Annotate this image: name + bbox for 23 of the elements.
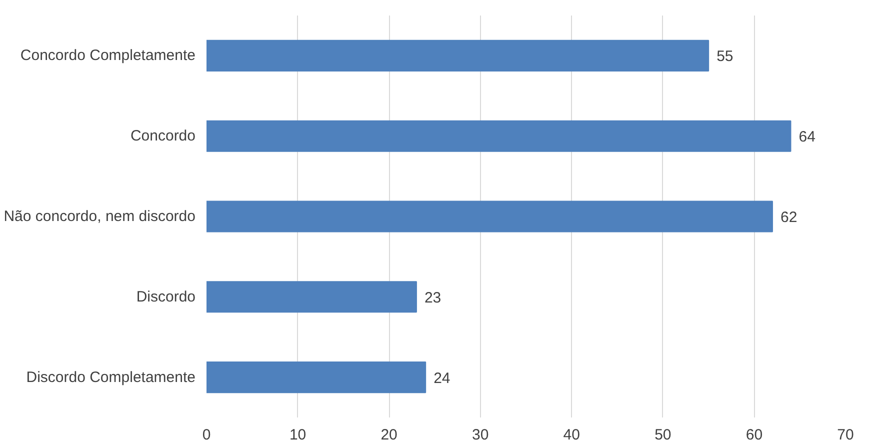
data-label: 62 <box>780 209 798 226</box>
y-tick-label: Concordo <box>130 128 196 145</box>
bar <box>206 281 417 313</box>
data-label: 64 <box>798 128 816 146</box>
y-tick-label: Concordo Completamente <box>20 47 196 64</box>
data-label: 55 <box>716 48 734 66</box>
data-label: 23 <box>424 289 442 306</box>
x-tick-label: 50 <box>654 426 672 442</box>
bar <box>206 120 792 152</box>
bar <box>206 200 773 232</box>
x-tick-label: 20 <box>380 426 398 442</box>
bar <box>206 362 426 394</box>
x-tick-label: 60 <box>746 426 763 442</box>
x-tick-label: 40 <box>563 426 580 442</box>
x-tick-label: 70 <box>837 426 854 442</box>
data-label: 24 <box>434 370 450 387</box>
bar <box>206 40 710 72</box>
x-tick-label: 30 <box>472 426 489 442</box>
y-tick-label: Discordo Completamente <box>26 368 196 386</box>
x-tick-label: 0 <box>202 426 211 442</box>
x-tick-label: 10 <box>289 426 306 442</box>
y-tick-label: Não concordo, nem discordo <box>4 208 196 225</box>
y-tick-label: Discordo <box>136 288 196 306</box>
